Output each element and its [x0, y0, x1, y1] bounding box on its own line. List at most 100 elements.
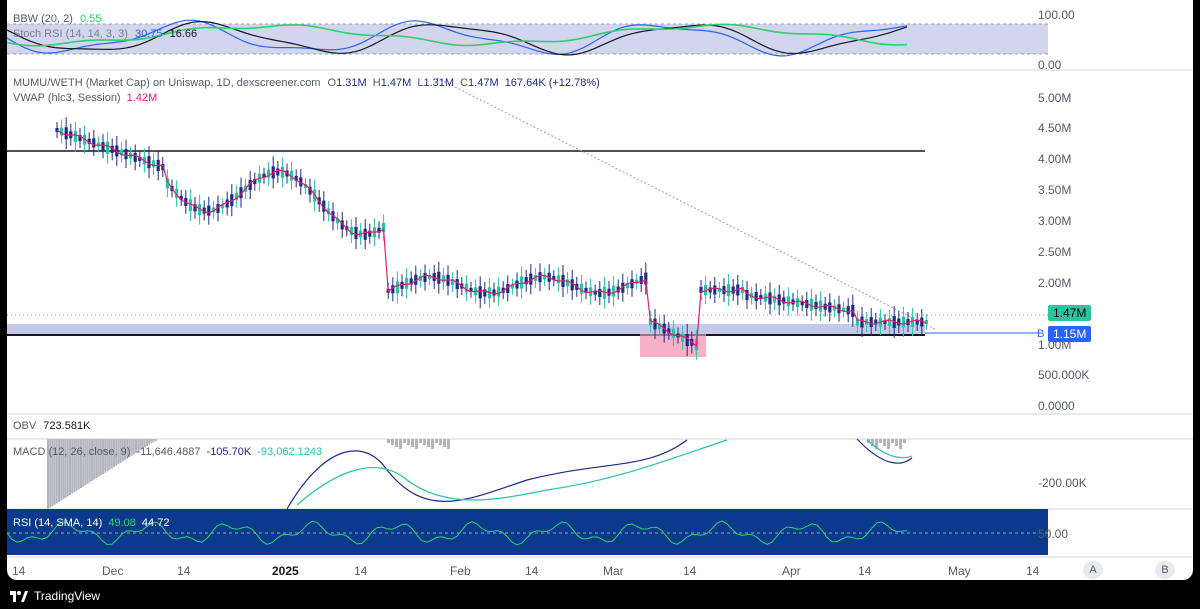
candle-body	[552, 276, 556, 281]
price-tick: 2.00M	[1038, 276, 1072, 290]
candle-body	[759, 295, 763, 300]
candle-body	[685, 334, 689, 347]
price-tick: 0.0000	[1038, 399, 1075, 413]
time-tick: Feb	[450, 564, 471, 578]
candle-body	[400, 281, 404, 289]
candle-body	[193, 204, 197, 212]
time-tick: 14	[177, 564, 191, 578]
candle-body	[101, 142, 105, 151]
macd-hist-bar	[903, 439, 906, 443]
macd-legend[interactable]: MACD (12, 26, close, 9) -11,646.4887 -10…	[13, 446, 322, 459]
candle-body	[276, 168, 280, 176]
macd-hist-bar	[117, 439, 120, 465]
macd-hist-bar	[152, 439, 155, 442]
macd-hist-bar	[154, 439, 157, 441]
macd-hist-bar	[121, 439, 124, 462]
macd-hist-bar	[115, 439, 118, 466]
candle-body	[492, 289, 496, 296]
candle-body	[478, 286, 482, 299]
candle-body	[529, 273, 533, 285]
candle-body	[96, 142, 100, 147]
candle-body	[819, 300, 823, 312]
tradingview-brand[interactable]: TradingView	[10, 589, 100, 603]
top-axis-100: 100.00	[1038, 8, 1075, 22]
price-tick: 2.50M	[1038, 245, 1072, 259]
candle-body	[211, 207, 215, 213]
candle-body	[874, 319, 878, 325]
line-marker-b[interactable]: B	[1037, 328, 1045, 340]
chart-area[interactable]: BBW (20, 2) 0.55 Stoch RSI (14, 14, 3, 3…	[7, 0, 1193, 580]
vwap-legend[interactable]: VWAP (hlc3, Session) 1.42M	[13, 92, 157, 105]
candle-body	[239, 187, 243, 199]
macd-hist-bar	[427, 439, 430, 447]
macd-hist-bar	[130, 439, 133, 456]
candle-body	[262, 173, 266, 178]
candle-body	[515, 280, 519, 289]
time-tick-year: 2025	[272, 564, 299, 578]
candle-body	[179, 195, 183, 200]
time-tick: May	[948, 564, 971, 578]
obv-value: 723.581K	[43, 420, 91, 432]
macd-hist-bar	[71, 439, 74, 494]
candle-body	[681, 333, 685, 342]
macd-hist-bar	[137, 439, 140, 452]
macd-hist-bar	[423, 439, 426, 445]
macd-hist-bar	[84, 439, 87, 486]
candle-body	[377, 227, 381, 233]
macd-v1: -11,646.4887	[136, 446, 201, 458]
obv-legend[interactable]: OBV 723.581K	[13, 420, 90, 433]
candle-body	[920, 317, 924, 327]
candle-body	[667, 328, 671, 334]
stoch-k-line	[7, 19, 908, 57]
macd-hist-bar	[883, 439, 886, 446]
chart-canvas[interactable]	[7, 0, 1193, 580]
candle-body	[911, 317, 915, 327]
low-label: L	[417, 77, 424, 89]
price-tick: 5.00M	[1038, 91, 1072, 105]
candle-body	[717, 288, 721, 292]
candle-body	[87, 138, 91, 144]
candle-body	[175, 188, 179, 198]
macd-hist-bar	[403, 439, 406, 443]
low-value: 1.31M	[423, 77, 455, 89]
candle-body	[115, 145, 119, 157]
candle-body	[294, 175, 298, 181]
support-zone	[7, 324, 925, 335]
candle-body	[901, 316, 905, 328]
macd-hist-bar	[124, 439, 126, 460]
candle-body	[855, 318, 859, 326]
candle-body	[92, 138, 96, 148]
candle-body	[322, 200, 326, 212]
macd-hist-bar	[108, 439, 111, 470]
open-value: 1.31M	[336, 77, 367, 89]
candle-body	[133, 152, 137, 162]
candle-body	[106, 141, 110, 154]
macd-hist-bar	[415, 439, 418, 449]
footer-bar: TradingView	[0, 580, 1200, 609]
candle-body	[423, 272, 427, 282]
time-tick: 14	[525, 564, 539, 578]
stoch-rsi-legend[interactable]: Stoch RSI (14, 14, 3, 3) 30.75 16.66	[13, 28, 197, 41]
candle-body	[727, 284, 731, 296]
candle-body	[602, 286, 606, 299]
macd-hist-bar	[51, 439, 54, 507]
auto-scale-button[interactable]: A	[1083, 561, 1103, 579]
candle-body	[469, 287, 473, 292]
rsi-legend[interactable]: RSI (14, SMA, 14) 49.08 44.72	[13, 517, 169, 530]
candle-body	[78, 135, 82, 142]
symbol-legend[interactable]: MUMU/WETH (Market Cap) on Uniswap, 1D, d…	[13, 77, 600, 90]
candle-body	[497, 286, 501, 297]
time-tick: Apr	[782, 564, 801, 578]
candle-body	[846, 306, 850, 315]
candle-body	[207, 205, 211, 216]
obv-label: OBV	[13, 420, 37, 432]
candle-body	[119, 149, 123, 156]
candle-body	[745, 290, 749, 300]
vwap-label: VWAP (hlc3, Session)	[13, 92, 121, 104]
bbw-legend[interactable]: BBW (20, 2) 0.55	[13, 13, 101, 26]
candle-body	[73, 130, 77, 142]
time-tick: Mar	[603, 564, 624, 578]
macd-hist-bar	[150, 439, 153, 444]
b-scale-button[interactable]: B	[1155, 561, 1175, 579]
candle-body	[395, 281, 399, 294]
